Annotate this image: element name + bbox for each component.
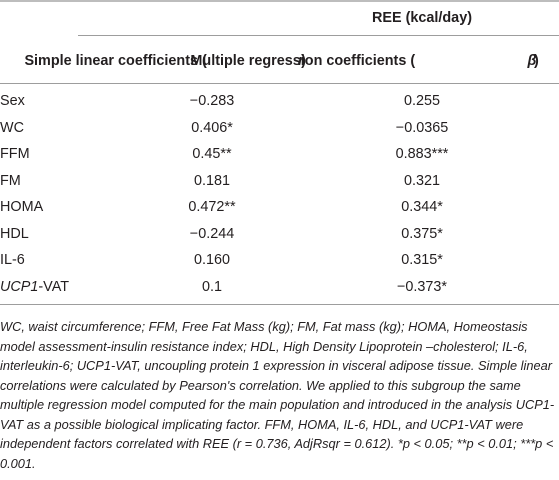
row-label: HDL xyxy=(0,226,29,242)
row-label: WC xyxy=(0,120,24,136)
row-label: Sex xyxy=(0,93,25,109)
header-bottom-rule xyxy=(0,83,559,84)
row-label: FFM xyxy=(0,146,30,162)
row-label: FM xyxy=(0,173,21,189)
row-label: UCP1-VAT xyxy=(0,279,70,295)
row-label: HOMA xyxy=(0,199,44,215)
table-top-rule xyxy=(0,0,559,2)
table-bottom-rule xyxy=(0,304,559,305)
group-header-rule xyxy=(78,35,559,36)
row-label: IL-6 xyxy=(0,252,25,268)
table-footnote: WC, waist circumference; FFM, Free Fat M… xyxy=(0,319,555,471)
